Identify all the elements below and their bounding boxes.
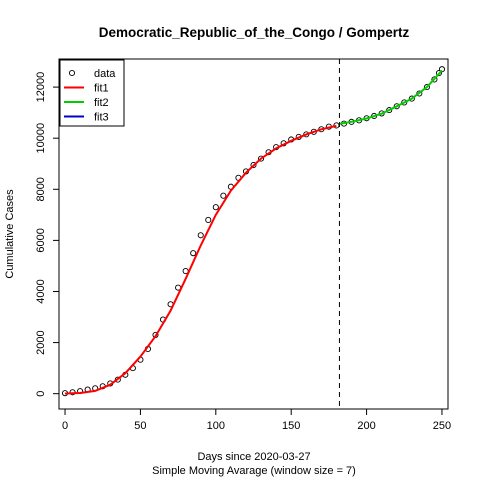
- data-point: [220, 192, 227, 199]
- legend: data fit1 fit2 fit3: [59, 59, 125, 127]
- legend-label-data: data: [94, 68, 116, 80]
- chart-title: Democratic_Republic_of_the_Congo / Gompe…: [99, 25, 410, 40]
- x-tick-label: 0: [62, 420, 68, 432]
- y-axis-label: Cumulative Cases: [4, 189, 16, 279]
- data-point: [431, 76, 438, 83]
- fit2-line: [339, 69, 443, 125]
- data-point: [212, 204, 219, 211]
- x-tick-label: 50: [134, 420, 146, 432]
- data-point: [408, 95, 415, 102]
- x-tick-label: 200: [357, 420, 375, 432]
- legend-label-fit2: fit2: [94, 97, 109, 109]
- plot-content: [61, 66, 446, 397]
- x-tick-label: 100: [207, 420, 225, 432]
- y-tick-label: 2000: [35, 330, 47, 354]
- y-tick-label: 10000: [35, 123, 47, 154]
- data-point: [386, 107, 393, 114]
- y-tick-label: 4000: [35, 279, 47, 303]
- data-point: [197, 232, 204, 239]
- data-point: [250, 161, 257, 169]
- data-point: [423, 84, 430, 91]
- y-tick-label: 12000: [35, 72, 47, 103]
- data-point: [205, 216, 212, 223]
- data-point: [401, 99, 408, 106]
- data-point: [416, 90, 423, 97]
- data-point: [190, 250, 197, 257]
- legend-label-fit1: fit1: [94, 83, 109, 95]
- x-axis-subtitle: Simple Moving Avarage (window size = 7): [152, 465, 356, 477]
- y-axis: 0 2000 4000 6000 8000 10000 12000: [35, 72, 60, 397]
- y-tick-label: 0: [35, 391, 47, 397]
- data-point: [393, 103, 400, 110]
- y-tick-label: 6000: [35, 228, 47, 252]
- x-axis: 0 50 100 150 200 250: [62, 408, 451, 432]
- data-point: [114, 376, 121, 383]
- legend-marker-data: [68, 69, 76, 77]
- data-point: [435, 70, 443, 77]
- fit1-line: [64, 124, 337, 395]
- y-tick-label: 8000: [35, 177, 47, 201]
- x-tick-label: 150: [282, 420, 300, 432]
- x-axis-label: Days since 2020-03-27: [197, 451, 310, 463]
- x-tick-label: 250: [433, 420, 451, 432]
- legend-label-fit3: fit3: [94, 112, 109, 124]
- data-point: [257, 155, 265, 162]
